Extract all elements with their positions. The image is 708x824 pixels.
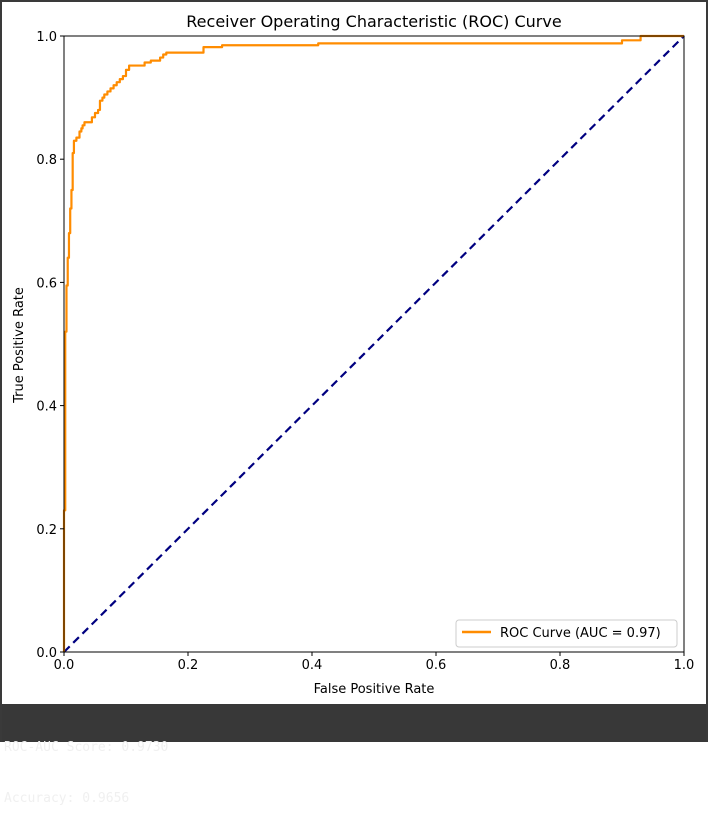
y-tick-label: 0.0 — [36, 646, 57, 661]
chart-title: Receiver Operating Characteristic (ROC) … — [186, 12, 561, 31]
y-tick-label: 1.0 — [36, 30, 57, 45]
roc-curve-line — [62, 34, 684, 652]
legend-label: ROC Curve (AUC = 0.97) — [500, 626, 661, 641]
console-output: ROC-AUC Score: 0.9730 Accuracy: 0.9656 — [0, 704, 708, 806]
x-tick-label: 0.8 — [550, 658, 571, 673]
x-tick-label: 0.6 — [426, 658, 447, 673]
accuracy-line: Accuracy: 0.9656 — [4, 791, 130, 806]
plot-frame — [63, 35, 685, 653]
x-tick-label: 0.0 — [54, 658, 75, 673]
y-tick-label: 0.6 — [36, 276, 57, 291]
legend: ROC Curve (AUC = 0.97) — [455, 619, 678, 648]
figure: Receiver Operating Characteristic (ROC) … — [12, 12, 695, 697]
roc-chart: Receiver Operating Characteristic (ROC) … — [12, 12, 694, 697]
chance-line — [63, 35, 685, 653]
plot-area: 0.00.0 0.2 0.2 0.4 0.4 0.6 0.6 0.8 0.8 1.0 1.0 — [36, 30, 694, 673]
y-tick-label: 0.2 — [36, 523, 57, 538]
x-tick-label: 1.0 — [674, 658, 695, 673]
x-axis-label: False Positive Rate — [314, 682, 435, 697]
x-tick-label: 0.2 — [178, 658, 199, 673]
x-tick-label: 0.4 — [302, 658, 323, 673]
y-tick-label: 0.4 — [36, 400, 57, 415]
legend-box — [455, 619, 678, 648]
y-axis-label: True Positive Rate — [12, 287, 27, 404]
y-tick-label: 0.8 — [36, 153, 57, 168]
